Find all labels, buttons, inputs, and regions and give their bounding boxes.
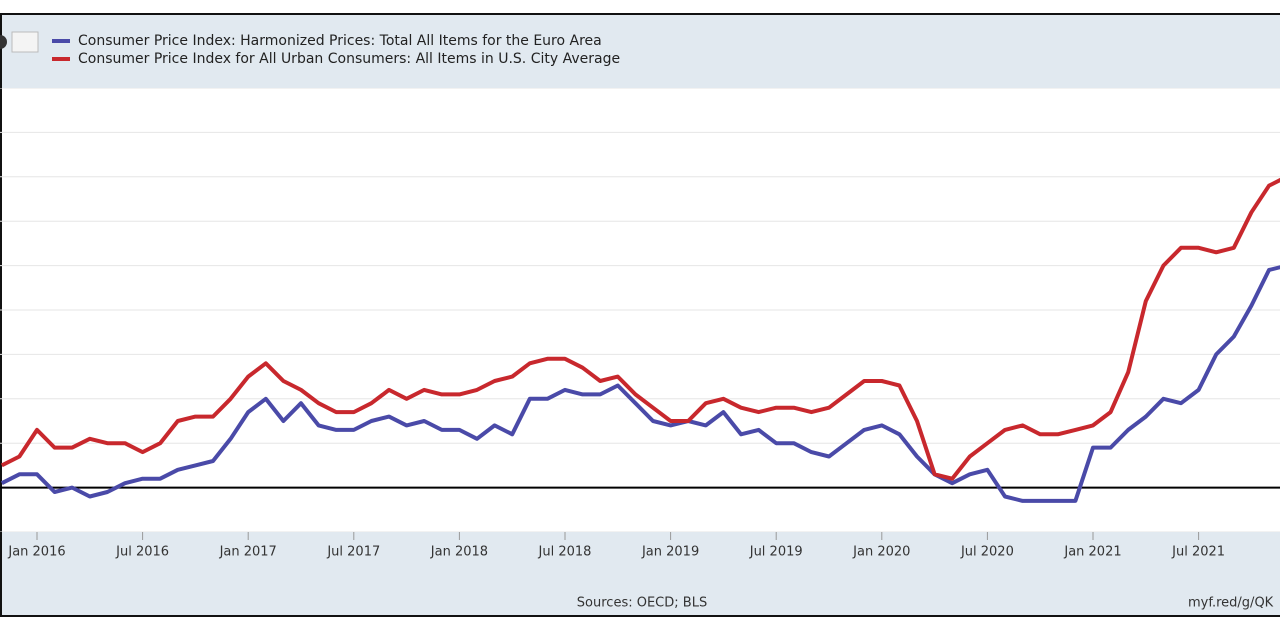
series-line [0, 265, 1280, 503]
icon [0, 35, 7, 49]
legend-label: Consumer Price Index for All Urban Consu… [78, 51, 620, 67]
x-tick-label: Jan 2019 [641, 545, 699, 560]
series-line [0, 177, 1280, 481]
frame [0, 13, 1280, 617]
plot [0, 88, 1280, 532]
x-tick-label: Jan 2018 [430, 545, 488, 560]
x-tick-label: Jul 2016 [115, 545, 169, 560]
link[interactable]: myf.red/g/QK [1188, 596, 1274, 611]
x-tick-label: Jan 2016 [7, 545, 65, 560]
x-tick-label: Jul 2021 [1171, 545, 1225, 560]
axis-band [0, 532, 1280, 616]
x-tick-label: Jan 2021 [1063, 545, 1121, 560]
source: Sources: OECD; BLS [577, 596, 707, 611]
x-tick-label: Jan 2017 [219, 545, 277, 560]
x-tick-label: Jul 2019 [749, 545, 803, 560]
x-tick-label: Jul 2020 [960, 545, 1014, 560]
icon [11, 31, 39, 53]
x-tick-label: Jul 2018 [538, 545, 592, 560]
x-tick-label: Jul 2017 [326, 545, 380, 560]
x-tick-label: Jan 2020 [852, 545, 910, 560]
legend-band [0, 14, 1280, 88]
legend-label: Consumer Price Index: Harmonized Prices:… [78, 33, 602, 49]
